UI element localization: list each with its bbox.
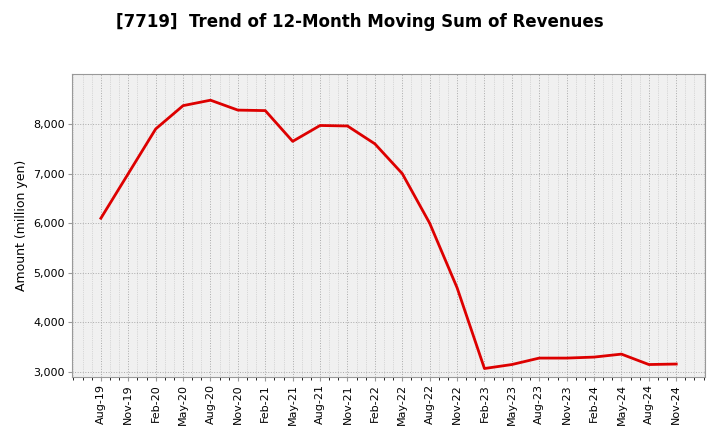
Text: [7719]  Trend of 12-Month Moving Sum of Revenues: [7719] Trend of 12-Month Moving Sum of R…: [116, 13, 604, 31]
Y-axis label: Amount (million yen): Amount (million yen): [15, 160, 28, 291]
